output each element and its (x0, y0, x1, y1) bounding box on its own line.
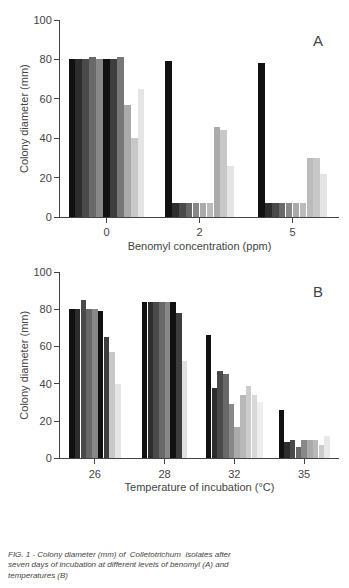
svg-text:0: 0 (46, 452, 52, 464)
svg-text:40: 40 (40, 132, 52, 144)
svg-text:5: 5 (289, 226, 295, 238)
svg-text:40: 40 (40, 378, 52, 390)
svg-text:20: 20 (40, 415, 52, 427)
svg-text:60: 60 (40, 340, 52, 352)
svg-text:0: 0 (103, 226, 109, 238)
svg-text:B: B (313, 283, 323, 300)
svg-text:Temperature of incubation (°C): Temperature of incubation (°C) (125, 481, 275, 493)
svg-text:28: 28 (159, 468, 171, 480)
svg-text:26: 26 (89, 468, 101, 480)
svg-text:Colony diameter (mm): Colony diameter (mm) (18, 64, 30, 173)
svg-text:2: 2 (196, 226, 202, 238)
svg-text:100: 100 (33, 266, 51, 278)
svg-text:A: A (313, 32, 323, 49)
svg-text:100: 100 (33, 14, 51, 26)
svg-text:80: 80 (40, 53, 52, 65)
svg-text:35: 35 (298, 468, 310, 480)
svg-text:0: 0 (46, 211, 52, 223)
svg-text:60: 60 (40, 93, 52, 105)
svg-text:Benomyl concentration (ppm): Benomyl concentration (ppm) (128, 240, 272, 252)
svg-text:Colony diameter (mm): Colony diameter (mm) (18, 311, 30, 420)
svg-text:FIG. 1 - Colony diameter (mm): FIG. 1 - Colony diameter (mm) of Colleto… (8, 550, 231, 580)
svg-text:20: 20 (40, 172, 52, 184)
svg-text:80: 80 (40, 303, 52, 315)
svg-text:32: 32 (228, 468, 240, 480)
